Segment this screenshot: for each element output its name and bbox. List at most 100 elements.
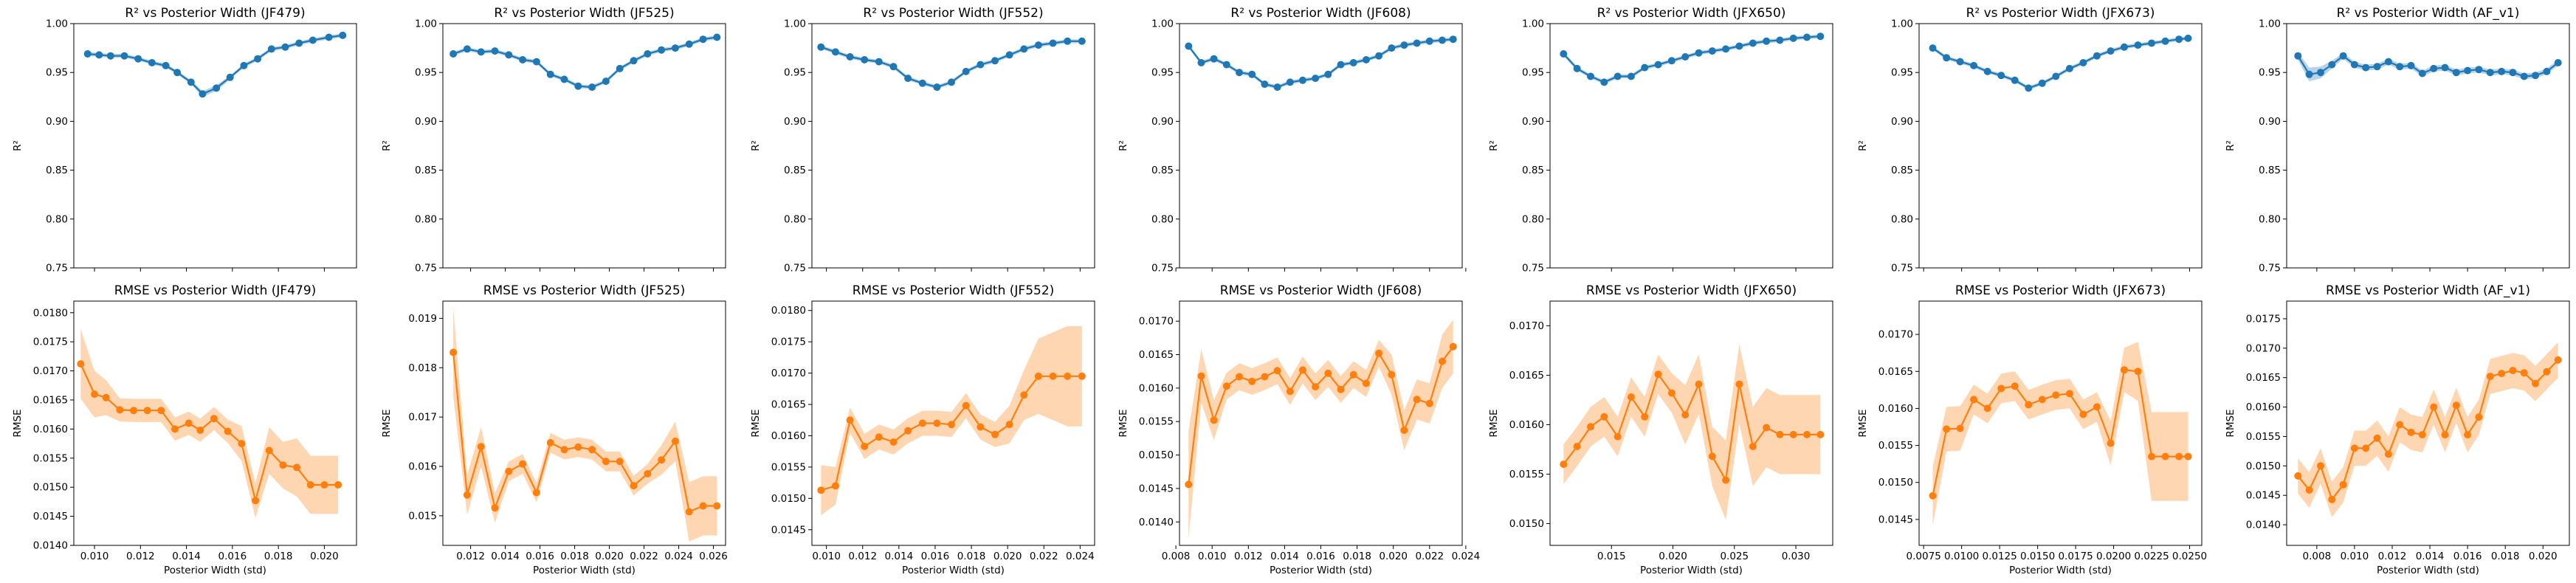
y-tick-label: 1.00 xyxy=(46,18,68,30)
data-point xyxy=(2175,35,2183,44)
x-tick-label: 0.014 xyxy=(1270,551,1299,562)
chart-title: RMSE vs Posterior Width (AF_v1) xyxy=(2326,283,2530,298)
data-point xyxy=(309,36,317,44)
data-point xyxy=(1667,57,1676,65)
data-point xyxy=(199,90,207,98)
data-point xyxy=(1400,427,1408,434)
data-point xyxy=(83,50,92,58)
data-point xyxy=(1816,430,1825,438)
y-tick-label: 0.75 xyxy=(1522,263,1544,275)
y-tick-label: 0.95 xyxy=(2259,67,2281,79)
data-point xyxy=(450,348,458,356)
data-point xyxy=(1413,39,1421,47)
axes-frame xyxy=(73,300,357,546)
data-point xyxy=(2350,61,2358,69)
x-tick-label: 0.008 xyxy=(1162,551,1191,562)
subplot-r2-5: R² vs Posterior Width (JFX650) R² 0.75 0.80… xyxy=(1488,6,1833,275)
y-tick-label: 0.0155 xyxy=(771,461,806,473)
data-point xyxy=(2452,401,2460,410)
data-point xyxy=(962,401,970,410)
x-tick-label: 0.020 xyxy=(2529,551,2558,562)
x-tick-label: 0.0225 xyxy=(2134,551,2169,562)
x-tick-label: 0.016 xyxy=(526,551,554,562)
data-point xyxy=(977,423,985,431)
data-point xyxy=(2079,410,2087,418)
subplot-r2-6: R² vs Posterior Width (JFX673) R² 0.75 0.80… xyxy=(1857,6,2203,275)
data-point xyxy=(1929,491,1937,500)
data-point xyxy=(1349,59,1357,66)
axes-frame xyxy=(442,23,726,269)
y-tick-label: 0.0170 xyxy=(33,365,68,377)
y-tick-label: 0.0150 xyxy=(1878,477,1913,489)
y-tick-label: 0.0165 xyxy=(2246,372,2281,384)
axes-frame xyxy=(811,23,1095,269)
data-point xyxy=(1654,61,1662,69)
data-point xyxy=(2498,67,2506,75)
data-point xyxy=(616,64,624,72)
x-tick-label: 0.020 xyxy=(595,551,624,562)
y-tick-label: 0.0140 xyxy=(1139,517,1174,528)
y-tick-label: 0.85 xyxy=(1522,165,1544,176)
y-axis-label: RMSE xyxy=(2225,409,2236,437)
plot-area xyxy=(74,24,357,268)
data-point xyxy=(1708,452,1716,460)
y-tick-label: 0.80 xyxy=(784,213,806,225)
data-point xyxy=(491,504,499,512)
x-tick-label: 0.0250 xyxy=(2172,551,2207,562)
data-point xyxy=(671,44,679,52)
data-point xyxy=(2305,486,2313,494)
y-tick-label: 0.85 xyxy=(46,165,68,176)
data-point xyxy=(1614,72,1622,80)
data-point xyxy=(2486,373,2494,381)
data-point xyxy=(644,470,652,477)
data-point xyxy=(1997,384,2005,393)
data-point xyxy=(1970,396,1978,404)
data-point xyxy=(1776,36,1784,44)
series-line xyxy=(1188,346,1454,485)
data-point xyxy=(226,73,234,81)
chart-title: RMSE vs Posterior Width (JFX650) xyxy=(1586,283,1797,298)
y-tick-label: 0.015 xyxy=(408,510,437,522)
data-point xyxy=(1970,61,1978,69)
data-point xyxy=(2025,84,2033,92)
y-axis-label: RMSE xyxy=(1488,409,1500,437)
y-tick-label: 0.0165 xyxy=(771,399,806,411)
data-point xyxy=(1286,78,1294,86)
data-point xyxy=(2362,63,2370,72)
subplot-rmse-5: RMSE vs Posterior Width (JFX650) RMSE Post… xyxy=(1488,283,1833,576)
data-point xyxy=(2441,63,2449,72)
data-point xyxy=(1298,366,1306,374)
data-point xyxy=(546,70,554,78)
subplot-r2-7: R² vs Posterior Width (AF_v1) R² 0.75 0.80 0… xyxy=(2225,6,2570,275)
y-tick-label: 0.75 xyxy=(1891,263,1913,275)
subplot-rmse-4: RMSE vs Posterior Width (JF608) RMSE Poste… xyxy=(1117,283,1480,576)
data-point xyxy=(1763,424,1771,432)
y-tick-label: 0.85 xyxy=(784,165,806,176)
data-point xyxy=(1695,49,1703,57)
data-point xyxy=(2384,450,2392,458)
data-point xyxy=(1185,42,1193,50)
y-tick-label: 0.0160 xyxy=(1139,382,1174,394)
data-point xyxy=(671,437,679,445)
y-tick-label: 0.0150 xyxy=(771,493,806,505)
data-point xyxy=(1197,59,1205,66)
data-point xyxy=(1049,372,1057,380)
data-point xyxy=(546,438,554,446)
data-point xyxy=(2475,413,2483,421)
data-point xyxy=(588,83,596,92)
data-point xyxy=(991,57,999,65)
axes-frame xyxy=(73,23,357,269)
data-point xyxy=(2134,41,2142,49)
data-point xyxy=(1222,61,1230,69)
data-point xyxy=(1929,44,1937,52)
data-point xyxy=(2339,52,2347,60)
data-point xyxy=(2418,69,2426,77)
data-point xyxy=(267,45,275,53)
data-point xyxy=(1005,51,1013,59)
data-point xyxy=(875,433,883,441)
data-point xyxy=(130,407,137,415)
x-axis-label: Posterior Width (std) xyxy=(1270,565,1372,576)
data-point xyxy=(134,55,142,63)
data-point xyxy=(2373,434,2381,442)
data-point xyxy=(933,419,941,427)
